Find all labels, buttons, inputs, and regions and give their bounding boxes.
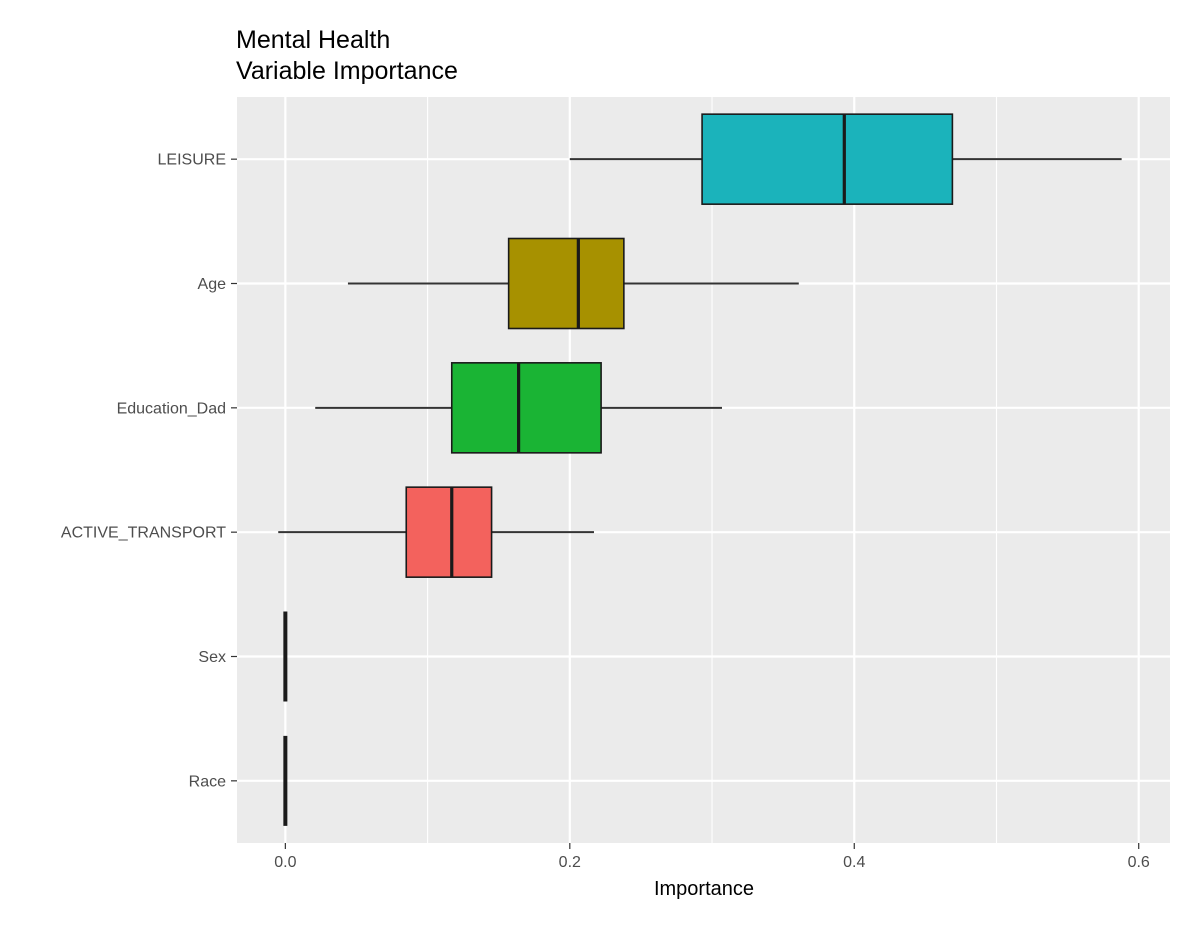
iqr-box (405, 486, 493, 578)
iqr-box (701, 113, 954, 205)
y-tick-label: Race (189, 773, 226, 790)
x-tick-label: 0.6 (1128, 854, 1150, 871)
x-axis-title: Importance (654, 878, 754, 900)
y-tick-label: ACTIVE_TRANSPORT (61, 525, 226, 542)
axes: 0.0 0.2 0.4 0.6 LEISURE Age Education_Dad ACTIV… (61, 152, 1150, 871)
box-leisure (569, 113, 1122, 205)
chart-subtitle: Variable Importance (236, 57, 458, 85)
box-age (347, 237, 799, 330)
plot-panel (237, 97, 1170, 843)
x-tick-label: 0.4 (843, 854, 865, 871)
x-tick-label: 0.0 (274, 854, 296, 871)
box-education-dad (315, 362, 722, 454)
iqr-box (450, 362, 602, 454)
y-tick-label: Age (198, 276, 227, 293)
y-tick-label: Education_Dad (117, 400, 226, 417)
box-active-transport (278, 486, 594, 578)
x-tick-label: 0.2 (559, 854, 581, 871)
iqr-box (507, 237, 625, 330)
box-layer (278, 113, 1122, 826)
y-tick-label: LEISURE (158, 152, 226, 169)
y-tick-label: Sex (198, 649, 226, 666)
chart-title: Mental Health (236, 26, 390, 54)
